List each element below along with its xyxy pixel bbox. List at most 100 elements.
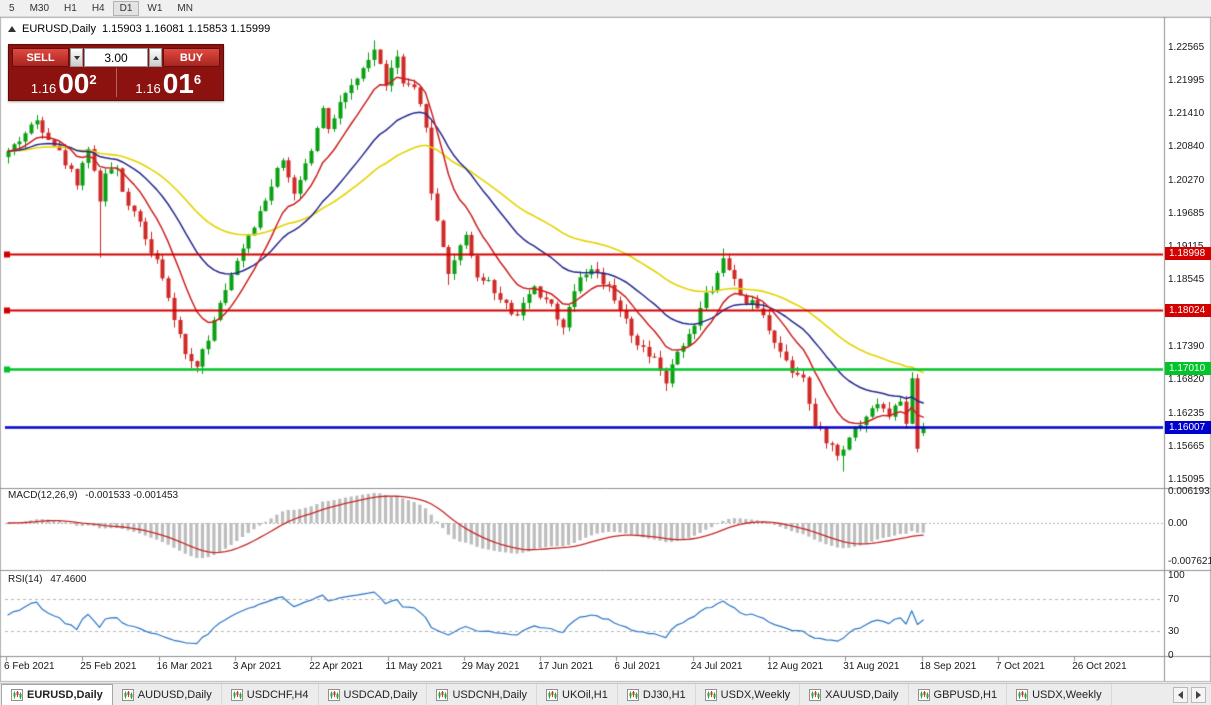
tab-scroll-left-button[interactable]	[1173, 686, 1188, 703]
tab-strip: EURUSD,Daily AUDUSD,Daily USDCHF,H4 USDCAD,…	[1, 684, 1112, 705]
date-label: 17 Jun 2021	[538, 661, 594, 672]
timeframe-button-mn[interactable]: MN	[177, 2, 193, 14]
date-label: 3 Apr 2021	[232, 661, 282, 672]
date-label: 7 Oct 2021	[995, 661, 1045, 672]
ask-sup-digit: 6	[193, 72, 202, 87]
tab-label: GBPUSD,H1	[933, 688, 998, 701]
chart-icon	[230, 688, 243, 701]
bid-big-digits: 00	[58, 68, 90, 99]
volume-decrease-button[interactable]	[70, 48, 83, 67]
chart-shift-icon	[8, 26, 16, 32]
tab-label: XAUUSD,Daily	[825, 688, 899, 701]
price-scale-label: 1.22565	[1168, 41, 1205, 53]
trade-controls-row: SELL BUY	[12, 48, 220, 67]
timeframe-button-5[interactable]: 5	[9, 2, 15, 14]
date-label: 24 Jul 2021	[690, 661, 743, 672]
price-scale-label: 1.21995	[1168, 74, 1205, 86]
chart-tab-usdcnh-daily[interactable]: USDCNH,Daily	[427, 684, 538, 705]
chart-tab-bar: EURUSD,Daily AUDUSD,Daily USDCHF,H4 USDCAD,…	[0, 683, 1211, 705]
up-arrow-icon	[152, 55, 159, 60]
date-label: 29 May 2021	[461, 661, 520, 672]
chart-icon	[121, 688, 134, 701]
rsi-label: RSI(14) 47.4600	[8, 574, 86, 585]
chart-tab-usdx-weekly[interactable]: USDX,Weekly	[696, 684, 801, 705]
bid-prefix: 1.16	[30, 81, 57, 96]
tab-label: USDCHF,H4	[246, 688, 309, 701]
chart-icon	[704, 688, 717, 701]
rsi-scale-label: 30	[1168, 625, 1180, 637]
chart-tab-xauusd-daily[interactable]: XAUUSD,Daily	[800, 684, 909, 705]
macd-scale-label: 0.006193	[1168, 486, 1210, 498]
macd-scale-label: 0.00	[1168, 517, 1188, 529]
tab-scroll-arrows	[1173, 684, 1211, 705]
price-scale-label: 1.19115	[1168, 241, 1203, 252]
tab-scroll-right-button[interactable]	[1191, 686, 1206, 703]
chart-tab-usdcad-daily[interactable]: USDCAD,Daily	[319, 684, 428, 705]
tab-label: USDX,Weekly	[1032, 688, 1102, 701]
price-scale-label: 1.18545	[1168, 274, 1205, 286]
tab-label: USDCNH,Daily	[452, 688, 528, 701]
timeframe-button-w1[interactable]: W1	[147, 2, 163, 14]
chart-icon	[1016, 688, 1029, 701]
chart-icon	[436, 688, 449, 701]
chart-tab-dj30-h1[interactable]: DJ30,H1	[618, 684, 696, 705]
date-label: 11 May 2021	[385, 661, 443, 672]
price-line-tag: 1.17010	[1165, 362, 1211, 376]
price-line-tag: 1.16007	[1165, 420, 1211, 434]
chart-tab-usdchf-h4[interactable]: USDCHF,H4	[222, 684, 319, 705]
timeframe-toolbar: 5 M30 H1 H4 D1 W1 MN	[0, 0, 1211, 17]
date-label: 31 Aug 2021	[843, 661, 900, 672]
tab-label: DJ30,H1	[642, 688, 686, 701]
chart-icon	[917, 688, 930, 701]
chart-tab-audusd-daily[interactable]: AUDUSD,Daily	[113, 684, 222, 705]
date-label: 22 Apr 2021	[309, 661, 364, 672]
price-scale-label: 1.20270	[1168, 174, 1205, 186]
chart-tab-eurusd-daily[interactable]: EURUSD,Daily	[1, 684, 113, 705]
rsi-scale-label: 100	[1168, 569, 1185, 581]
volume-input[interactable]	[84, 48, 148, 67]
price-scale-label: 1.17390	[1168, 341, 1205, 353]
chart-icon	[11, 689, 23, 701]
tab-label: USDCAD,Daily	[343, 688, 418, 701]
tab-label: AUDUSD,Daily	[137, 688, 212, 701]
date-label: 26 Oct 2021	[1072, 661, 1127, 672]
price-scale-label: 1.16820	[1168, 374, 1205, 386]
timeframe-button-m30[interactable]: M30	[29, 2, 50, 14]
rsi-scale-label: 70	[1168, 593, 1180, 605]
timeframe-button-h1[interactable]: H1	[64, 2, 77, 14]
tab-label: EURUSD,Daily	[27, 689, 103, 701]
price-scale-label: 1.19685	[1168, 208, 1205, 220]
rsi-name: RSI(14)	[8, 574, 43, 585]
chart-title: EURUSD,Daily 1.15903 1.16081 1.15853 1.1…	[8, 23, 270, 35]
buy-button[interactable]: BUY	[163, 48, 220, 67]
chart-tab-gbpusd-h1[interactable]: GBPUSD,H1	[909, 684, 1008, 705]
chart-ohlc-values: 1.15903 1.16081 1.15853 1.15999	[101, 23, 271, 35]
bid-price-display: 1.16 00 2	[12, 68, 116, 99]
macd-label: MACD(12,26,9) -0.001533 -0.001453	[8, 490, 178, 501]
chart-tab-usdx-weekly[interactable]: USDX,Weekly	[1007, 684, 1112, 705]
price-scale-label: 1.20840	[1168, 141, 1205, 153]
date-label: 6 Jul 2021	[614, 661, 661, 672]
left-arrow-icon	[1178, 690, 1183, 699]
timeframe-button-d1[interactable]: D1	[112, 0, 140, 16]
trade-prices-row: 1.16 00 2 1.16 01 6	[12, 68, 220, 99]
date-label: 6 Feb 2021	[4, 661, 55, 672]
date-label: 25 Feb 2021	[80, 661, 137, 672]
price-line-tag: 1.18998	[1165, 247, 1211, 261]
volume-increase-button[interactable]	[149, 48, 162, 67]
bid-sup-digit: 2	[89, 72, 97, 87]
chart-icon	[809, 688, 822, 701]
timeframe-button-h4[interactable]: H4	[91, 2, 105, 14]
chart-icon	[327, 688, 340, 701]
chart-icon	[626, 688, 639, 701]
right-arrow-icon	[1196, 690, 1201, 699]
date-label: 12 Aug 2021	[767, 661, 824, 672]
price-scale-label: 1.15665	[1168, 441, 1205, 453]
chart-tab-ukoil-h1[interactable]: UKOil,H1	[537, 684, 618, 705]
tab-label: USDX,Weekly	[720, 688, 791, 701]
rsi-value: 47.4600	[50, 574, 87, 585]
macd-name: MACD(12,26,9)	[8, 490, 78, 501]
sell-button[interactable]: SELL	[12, 48, 69, 67]
